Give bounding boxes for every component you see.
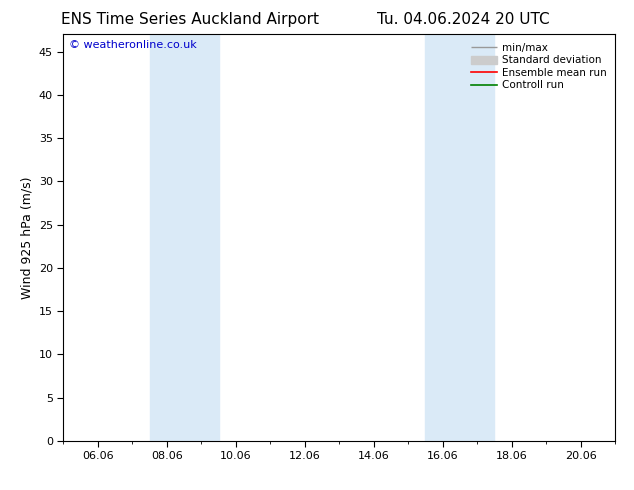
Text: © weatheronline.co.uk: © weatheronline.co.uk [69,40,197,50]
Text: ENS Time Series Auckland Airport: ENS Time Series Auckland Airport [61,12,319,27]
Bar [425,34,495,441]
Legend: min/max, Standard deviation, Ensemble mean run, Controll run: min/max, Standard deviation, Ensemble me… [467,40,610,94]
Y-axis label: Wind 925 hPa (m/s): Wind 925 hPa (m/s) [20,176,34,299]
Text: Tu. 04.06.2024 20 UTC: Tu. 04.06.2024 20 UTC [377,12,549,27]
Bar [150,34,219,441]
